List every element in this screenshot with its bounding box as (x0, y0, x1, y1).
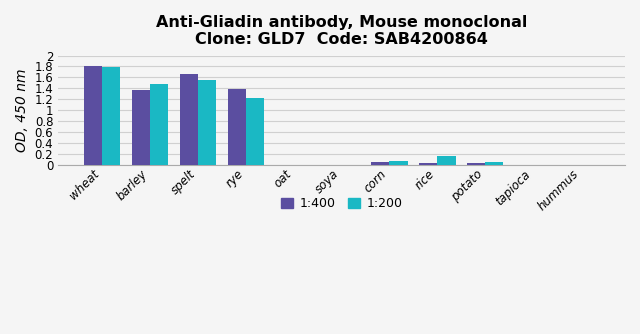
Bar (390, 161, 408, 165)
Bar (371, 162, 390, 165)
Bar (485, 162, 504, 165)
Bar (419, 163, 437, 165)
Bar (180, 73, 198, 165)
Bar (198, 80, 216, 165)
Title: Anti-Gliadin antibody, Mouse monoclonal
Clone: GLD7  Code: SAB4200864: Anti-Gliadin antibody, Mouse monoclonal … (156, 15, 527, 47)
Bar (246, 98, 264, 165)
Bar (132, 90, 150, 165)
Bar (84, 66, 102, 165)
Legend: 1:400, 1:200: 1:400, 1:200 (276, 192, 408, 215)
Bar (150, 85, 168, 165)
Bar (437, 156, 456, 165)
Bar (228, 89, 246, 165)
Y-axis label: OD, 450 nm: OD, 450 nm (15, 68, 29, 152)
Bar (467, 163, 485, 165)
Bar (102, 67, 120, 165)
